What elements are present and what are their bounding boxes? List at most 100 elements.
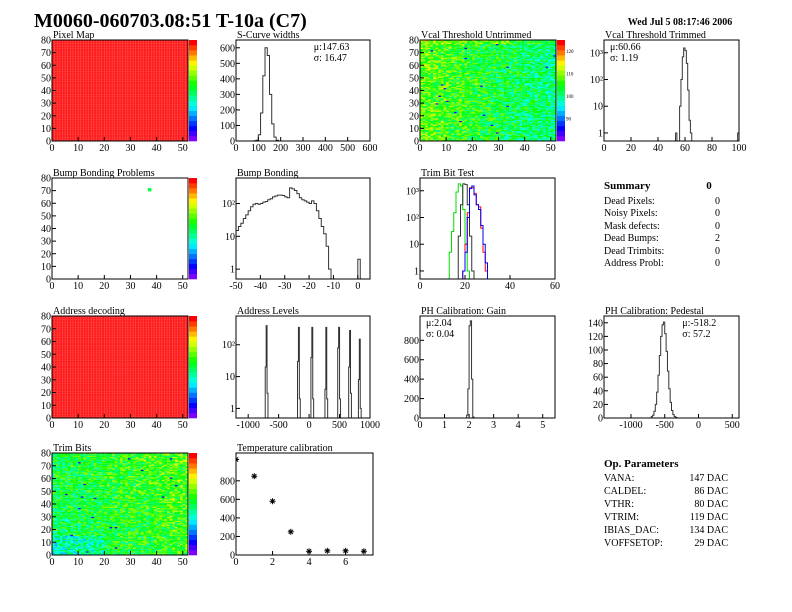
heatmap-cell [448,41,452,43]
heatmap-cell [435,66,439,68]
heatmap-cell [490,134,494,137]
heatmap-cell [524,108,528,110]
heatmap-cell [503,114,507,116]
heatmap-cell [495,118,499,120]
heatmap-cell [54,505,58,507]
palette-swatch [189,65,197,71]
heatmap-cell [537,99,541,101]
heatmap-cell [553,129,556,132]
heatmap-cell [548,51,551,53]
heatmap-cell [540,57,544,60]
heatmap-cell [490,43,494,46]
heatmap-cell [430,110,434,113]
heatmap-cell [532,110,536,113]
heatmap-cell [537,52,541,55]
heatmap-cell [443,119,447,121]
heatmap-cell [550,74,554,76]
heatmap-cell [532,70,536,72]
heatmap-cell [451,99,455,101]
heatmap-cell [503,72,507,75]
heatmap-cell [451,115,455,118]
heatmap-cell [511,132,515,134]
heatmap-cell [514,132,517,134]
heatmap-cell [488,65,491,67]
heatmap-cell [535,85,538,87]
heatmap-cell [493,100,496,103]
heatmap-cell [427,138,431,140]
heatmap-cell [464,61,468,63]
heatmap-cell [516,80,520,82]
heatmap-cell [477,110,481,113]
heatmap-cell [501,81,504,84]
heatmap-cell [516,115,520,118]
plot-frame [51,177,189,280]
heatmap-cell [540,119,544,121]
heatmap-cell [524,95,528,97]
heatmap-cell [514,128,517,130]
heatmap-cell [438,95,442,97]
heatmap-cell [52,486,55,488]
heatmap-cell [472,53,476,56]
heatmap-cell [469,110,473,113]
heatmap-cell [503,69,507,71]
heatmap-cell [438,63,442,66]
heatmap-cell [519,67,523,70]
y-tick-label: 40 [409,86,419,97]
heatmap-cell [498,100,502,103]
heatmap-cell [490,82,494,85]
heatmap-cell [422,63,426,66]
heatmap-cell [535,80,538,82]
heatmap-cell [464,119,468,121]
heatmap-cell [459,135,462,138]
heatmap-cell [550,45,554,47]
heatmap-cell [422,118,426,120]
heatmap-cell [482,77,486,80]
heatmap-cell [438,55,442,57]
heatmap-cell [425,91,428,94]
heatmap-cell [451,94,455,96]
heatmap-cell [545,63,549,66]
heatmap-cell [480,76,483,79]
heatmap-cell [495,138,499,140]
heatmap-cell [514,91,517,94]
heatmap-cell [477,50,481,52]
heatmap-cell [464,48,468,51]
heatmap-cell [480,135,483,138]
heatmap-cell [548,89,551,91]
heatmap-cell [524,134,528,137]
heatmap-cell [519,91,523,94]
heatmap-cell [448,52,452,55]
heatmap-cell [524,72,528,75]
heatmap-cell [464,76,468,79]
heatmap-cell [461,127,465,129]
heatmap-cell [522,85,525,87]
heatmap-cell [553,60,556,62]
heatmap-cell [540,108,544,110]
heatmap-cell [440,85,444,87]
heatmap-cell [485,77,489,80]
heatmap-cell [420,124,423,126]
heatmap-cell [472,127,476,129]
plot-area [253,47,279,141]
heatmap-cell [454,43,457,46]
heatmap-cell [461,124,465,126]
heatmap-cell [493,106,496,109]
y-tick-label: 20 [409,111,419,122]
heatmap-cell [469,75,473,77]
heatmap-cell [477,129,481,132]
heatmap-cell [550,50,554,52]
heatmap-cell [443,66,447,68]
heatmap-cell [443,45,447,47]
heatmap-cell [443,91,447,94]
heatmap-cell [469,80,473,82]
heatmap-cell [524,132,528,134]
heatmap-cell [480,84,483,86]
heatmap-cell [477,98,481,100]
histogram-series [462,185,488,279]
heatmap-cell [422,105,426,108]
heatmap-cell [446,81,449,84]
heatmap-cell [461,134,465,137]
heatmap-cell [511,66,515,68]
heatmap-cell [422,90,426,92]
heatmap-cell [501,42,504,44]
